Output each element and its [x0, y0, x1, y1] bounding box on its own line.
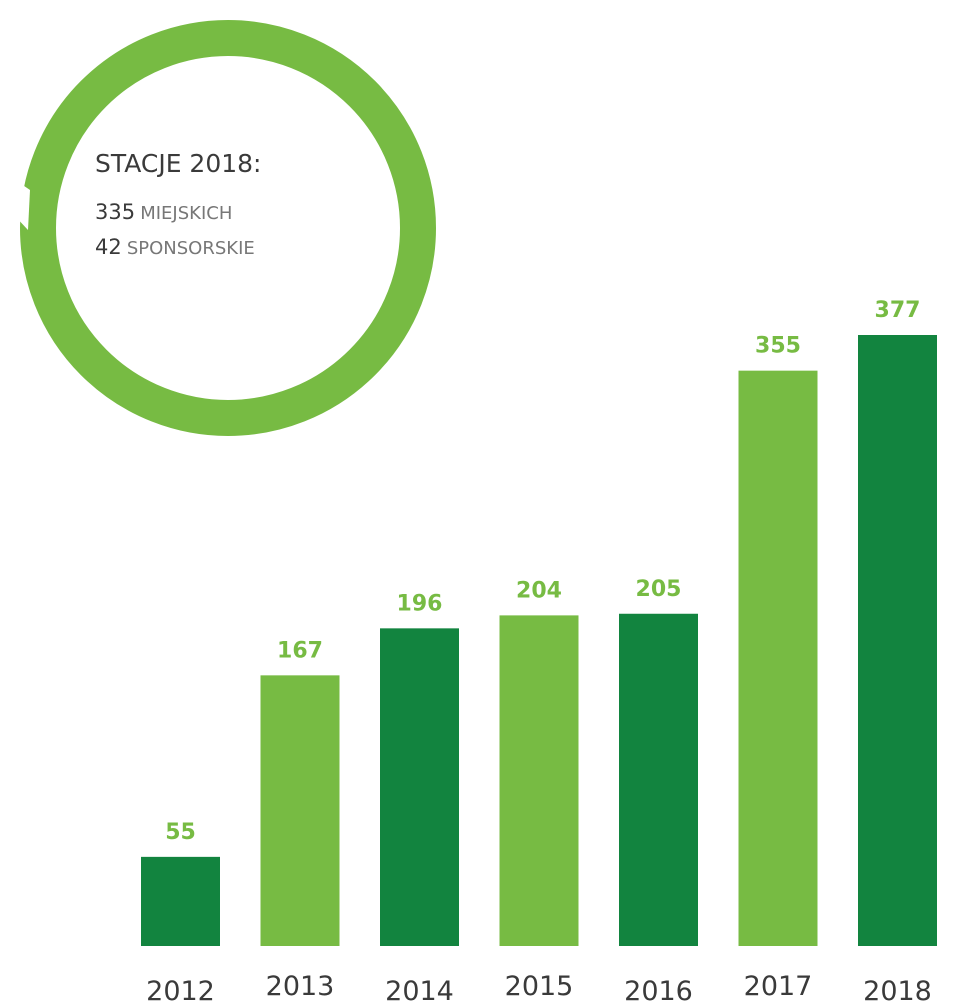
- x-tick-label: 2017: [744, 971, 813, 1002]
- x-tick-label: 2014: [385, 976, 454, 1005]
- annotation-number: 335: [95, 200, 135, 224]
- value-label: 377: [875, 298, 921, 323]
- value-label: 205: [636, 577, 682, 602]
- x-tick-label: 2012: [146, 976, 215, 1005]
- annotation-label: SPONSORSKIE: [127, 238, 255, 259]
- x-tick-label: 2013: [266, 971, 335, 1002]
- annotation-line: 42 SPONSORSKIE: [95, 235, 255, 259]
- bar: [141, 856, 220, 946]
- bar: [858, 335, 937, 946]
- value-label: 196: [397, 591, 443, 616]
- value-label: 204: [516, 578, 562, 603]
- value-label: 167: [277, 638, 323, 663]
- x-tick-label: 2016: [624, 976, 693, 1005]
- annotation-ring: [20, 20, 436, 436]
- ring-notch: [8, 175, 30, 230]
- value-label: 355: [755, 334, 801, 359]
- annotation-number: 42: [95, 235, 122, 259]
- bar: [260, 675, 340, 946]
- annotation: STACJE 2018: 335 MIEJSKICH 42 SPONSORSKI…: [8, 20, 436, 436]
- annotation-label: MIEJSKICH: [140, 203, 232, 224]
- bar: [619, 613, 698, 946]
- bar: [738, 370, 818, 947]
- bar: [380, 628, 459, 946]
- value-label: 55: [165, 820, 196, 845]
- x-tick-label: 2015: [505, 971, 574, 1002]
- annotation-title: STACJE 2018:: [95, 149, 261, 178]
- bar: [499, 615, 579, 946]
- annotation-line: 335 MIEJSKICH: [95, 200, 232, 224]
- x-tick-label: 2018: [863, 976, 932, 1005]
